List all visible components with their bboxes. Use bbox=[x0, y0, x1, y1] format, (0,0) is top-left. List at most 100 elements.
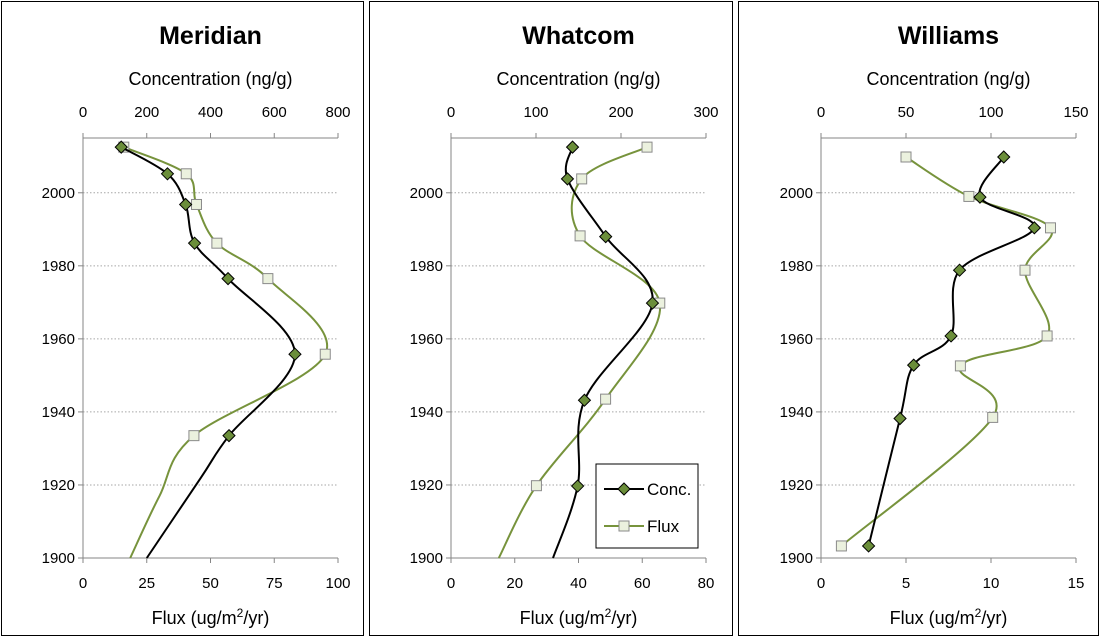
y-tick-label: 1920 bbox=[780, 477, 813, 494]
conc-point bbox=[944, 329, 958, 343]
flux-point bbox=[954, 360, 966, 372]
bottom-axis-label-tail: /yr) bbox=[243, 608, 269, 628]
panel-whatcom: 1900 1920 1940 1960 1980 2000 0 100 200 300 0 20 40 6… bbox=[369, 1, 733, 636]
flux-point bbox=[641, 141, 653, 153]
y-tick-label: 1980 bbox=[780, 258, 813, 275]
conc-point bbox=[997, 150, 1011, 164]
y-tick-label: 1940 bbox=[780, 404, 813, 421]
legend-marker-flux bbox=[618, 520, 630, 532]
bottom-tick-label: 60 bbox=[634, 575, 651, 592]
flux-point bbox=[835, 540, 847, 552]
y-tick-label: 1980 bbox=[410, 258, 443, 275]
legend-entry-label: Conc. bbox=[647, 480, 691, 499]
y-tick-label: 1920 bbox=[410, 477, 443, 494]
top-axis-label: Concentration (ng/g) bbox=[866, 69, 1030, 89]
legend: Conc. Flux bbox=[595, 463, 699, 549]
top-tick-label: 200 bbox=[608, 104, 633, 121]
flux-point bbox=[1041, 330, 1053, 342]
conc-point bbox=[893, 411, 907, 426]
top-tick-label: 400 bbox=[198, 104, 223, 121]
conc-point bbox=[288, 347, 302, 361]
conc-point bbox=[570, 479, 585, 493]
flux-point bbox=[188, 430, 200, 442]
bottom-axis-label-main: Flux (ug/m bbox=[152, 608, 237, 628]
y-tick-label: 1900 bbox=[410, 550, 443, 567]
top-tick-label: 600 bbox=[262, 104, 287, 121]
top-tick-label: 50 bbox=[898, 104, 915, 121]
top-tick-label: 150 bbox=[1063, 104, 1088, 121]
conc-point bbox=[187, 236, 202, 250]
bottom-tick-label: 40 bbox=[570, 575, 587, 592]
flux-point bbox=[1019, 264, 1031, 276]
flux-point bbox=[190, 198, 202, 210]
flux-point bbox=[576, 173, 588, 185]
bottom-tick-label: 15 bbox=[1068, 575, 1085, 592]
conc-point bbox=[222, 428, 236, 443]
top-tick-label: 300 bbox=[693, 104, 718, 121]
y-tick-label: 1900 bbox=[42, 550, 75, 567]
top-tick-label: 800 bbox=[325, 104, 350, 121]
y-tick-label: 1940 bbox=[42, 404, 75, 421]
conc-point bbox=[178, 197, 193, 212]
panel-frame bbox=[738, 1, 1099, 636]
flux-point bbox=[319, 348, 331, 360]
bottom-tick-label: 10 bbox=[983, 575, 1000, 592]
y-tick-label: 1960 bbox=[42, 331, 75, 348]
panel-title: Meridian bbox=[159, 22, 262, 50]
bottom-tick-label: 75 bbox=[266, 575, 283, 592]
flux-point bbox=[987, 411, 999, 423]
panel-frame bbox=[1, 1, 364, 636]
top-tick-label: 100 bbox=[978, 104, 1003, 121]
y-tick-label: 1960 bbox=[410, 331, 443, 348]
top-tick-label: 0 bbox=[817, 104, 825, 121]
bottom-axis-label-sup: 2 bbox=[975, 606, 982, 620]
bottom-tick-label: 0 bbox=[447, 575, 455, 592]
conc-point bbox=[973, 190, 987, 204]
y-tick-label: 1960 bbox=[780, 331, 813, 348]
y-tick-label: 2000 bbox=[780, 185, 813, 202]
bottom-axis-label-main: Flux (ug/m bbox=[890, 608, 975, 628]
y-tick-label: 1920 bbox=[42, 477, 75, 494]
conc-point bbox=[952, 263, 967, 277]
series-line-flux bbox=[123, 146, 329, 559]
conc-point bbox=[1027, 221, 1042, 235]
legend-marker-conc bbox=[617, 482, 631, 496]
flux-point bbox=[1045, 222, 1056, 234]
conc-point bbox=[565, 140, 580, 154]
panel-title: Whatcom bbox=[522, 22, 635, 50]
conc-point bbox=[906, 358, 921, 372]
flux-point bbox=[180, 168, 192, 180]
flux-point bbox=[530, 480, 542, 492]
conc-point bbox=[114, 140, 128, 154]
bottom-tick-label: 5 bbox=[902, 575, 910, 592]
legend-box bbox=[595, 463, 699, 549]
top-tick-label: 0 bbox=[79, 104, 87, 121]
flux-point bbox=[211, 237, 223, 249]
y-tick-label: 1900 bbox=[780, 550, 813, 567]
bottom-axis-label-tail: /yr) bbox=[981, 608, 1007, 628]
conc-point bbox=[160, 167, 175, 181]
bottom-tick-label: 100 bbox=[325, 575, 350, 592]
top-tick-label: 0 bbox=[447, 104, 455, 121]
bottom-tick-label: 50 bbox=[202, 575, 219, 592]
panel-title: Williams bbox=[898, 22, 999, 50]
conc-point bbox=[645, 296, 660, 310]
legend-entry-label: Flux bbox=[647, 517, 680, 536]
top-axis-label: Concentration (ng/g) bbox=[128, 69, 292, 89]
y-tick-label: 2000 bbox=[410, 185, 443, 202]
bottom-tick-label: 0 bbox=[79, 575, 87, 592]
bottom-axis-label: Flux (ug/m2/yr) bbox=[520, 606, 638, 628]
panel-williams: 1900 1920 1940 1960 1980 2000 0 50 100 150 0 5 10 15 W… bbox=[738, 1, 1099, 636]
bottom-axis-label: Flux (ug/m2/yr) bbox=[152, 606, 270, 628]
flux-point bbox=[262, 273, 274, 285]
conc-point bbox=[598, 229, 613, 244]
flux-point bbox=[574, 230, 586, 242]
flux-point bbox=[600, 393, 612, 405]
bottom-axis-label: Flux (ug/m2/yr) bbox=[890, 606, 1008, 628]
conc-point bbox=[221, 271, 235, 286]
top-tick-label: 100 bbox=[523, 104, 548, 121]
top-axis-label: Concentration (ng/g) bbox=[496, 69, 660, 89]
bottom-tick-label: 0 bbox=[817, 575, 825, 592]
bottom-axis-label-main: Flux (ug/m bbox=[520, 608, 605, 628]
